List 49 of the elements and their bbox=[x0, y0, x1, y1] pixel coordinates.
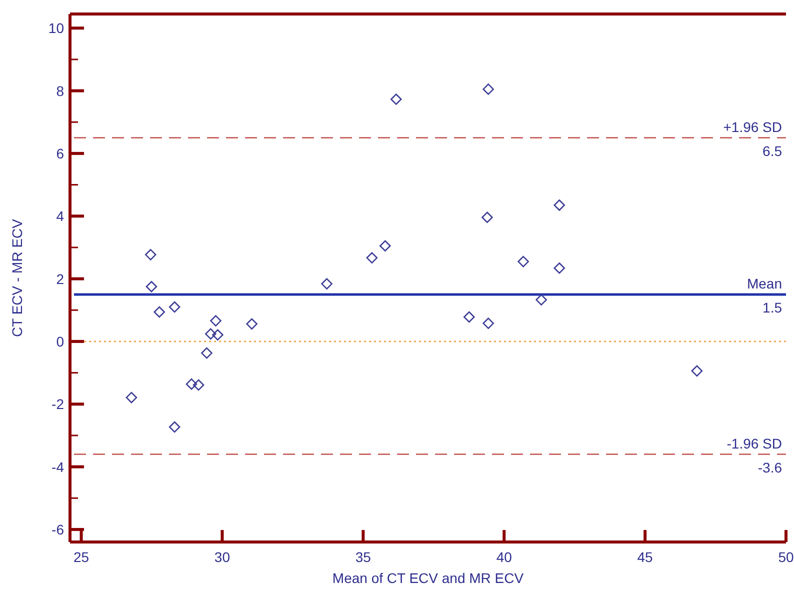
point bbox=[210, 315, 222, 326]
point bbox=[186, 378, 198, 390]
y-tick-label: 6 bbox=[56, 145, 64, 162]
ref-line-label: -1.96 SD bbox=[726, 435, 782, 452]
y-tick-label: 4 bbox=[56, 208, 64, 224]
point bbox=[168, 301, 180, 313]
point bbox=[554, 262, 566, 274]
point bbox=[518, 256, 529, 268]
point bbox=[464, 311, 475, 323]
point bbox=[691, 365, 703, 377]
point bbox=[321, 278, 332, 290]
x-tick-label: 30 bbox=[214, 549, 230, 565]
point bbox=[212, 329, 224, 341]
x-tick-label: 45 bbox=[637, 549, 654, 565]
point bbox=[246, 318, 258, 330]
y-tick-label: 10 bbox=[48, 20, 64, 36]
point bbox=[168, 421, 180, 433]
point bbox=[192, 379, 204, 391]
point bbox=[482, 318, 494, 329]
point bbox=[482, 84, 494, 95]
point bbox=[366, 252, 378, 264]
annotation: -3.6 bbox=[758, 459, 782, 476]
point bbox=[205, 328, 216, 340]
point bbox=[554, 199, 566, 211]
annotation: 6.5 bbox=[762, 142, 782, 159]
y-tick-label: 0 bbox=[56, 333, 64, 350]
y-axis-title: CT ECV - MR ECV bbox=[9, 218, 25, 337]
x-tick-label: 25 bbox=[73, 549, 90, 565]
x-tick-label: 50 bbox=[778, 549, 794, 565]
point bbox=[126, 392, 138, 404]
point bbox=[154, 306, 166, 318]
point bbox=[380, 240, 391, 252]
ref-line-label: Mean bbox=[746, 275, 782, 292]
y-tick-label: 8 bbox=[56, 82, 64, 99]
x-tick-label: 40 bbox=[496, 549, 512, 565]
annotation: 1.5 bbox=[762, 299, 782, 316]
y-tick-label: -2 bbox=[52, 396, 64, 412]
point bbox=[390, 94, 402, 105]
x-tick-label: 35 bbox=[355, 549, 372, 565]
point bbox=[536, 294, 547, 306]
ref-line-label: +1.96 SD bbox=[723, 118, 782, 135]
y-tick-label: -6 bbox=[52, 521, 64, 538]
y-tick-label: 2 bbox=[56, 270, 64, 287]
point bbox=[482, 212, 493, 224]
y-tick-label: -4 bbox=[52, 458, 64, 475]
x-axis-title: Mean of CT ECV and MR ECV bbox=[332, 570, 524, 586]
point bbox=[144, 249, 156, 260]
point bbox=[201, 347, 212, 359]
point bbox=[146, 280, 158, 292]
